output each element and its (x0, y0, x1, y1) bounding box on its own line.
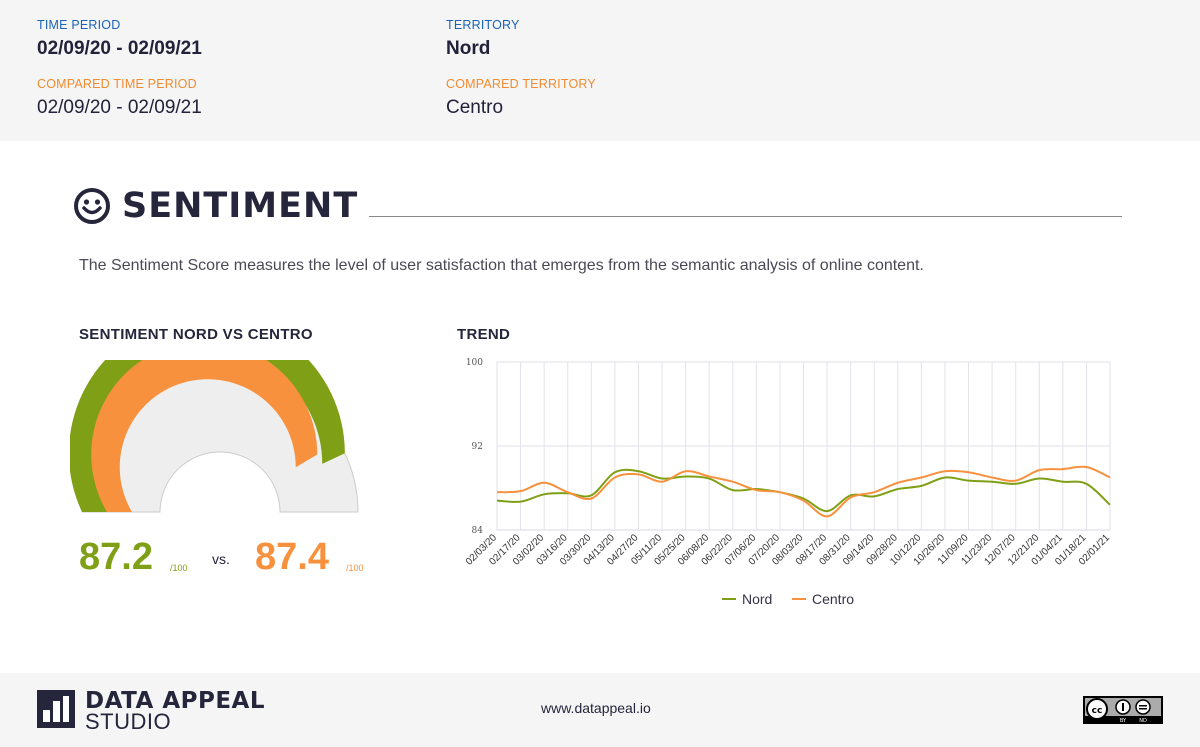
logo-line2: STUDIO (85, 709, 172, 734)
nord-score: 87.2 (79, 536, 153, 578)
smiley-face-icon (74, 188, 110, 224)
y-tick-label: 84 (472, 526, 484, 536)
trend-chart: 100 92 84 02/03/2002/17/2003/02/2003/16/20… (464, 358, 1113, 568)
y-tick-label: 100 (466, 358, 483, 368)
time-period-label: TIME PERIOD (37, 18, 121, 32)
legend-nord-swatch (722, 598, 736, 600)
time-period-value: 02/09/20 - 02/09/21 (37, 38, 202, 59)
legend-centro-swatch (792, 598, 806, 600)
compared-territory: COMPARED TERRITORY Centro (446, 77, 596, 119)
y-tick-label: 92 (472, 442, 483, 452)
chart-grid (496, 361, 1111, 531)
legend-centro: Centro (792, 591, 854, 607)
website-link[interactable]: www.datappeal.io (541, 700, 651, 716)
logo-line1: DATA APPEAL (85, 688, 265, 714)
x-axis-ticks: 02/03/2002/17/2003/02/2003/16/2003/30/20… (464, 532, 1113, 568)
legend-nord-label: Nord (742, 591, 773, 607)
footer-panel (0, 673, 1200, 747)
territory-value: Nord (446, 38, 491, 59)
time-period: TIME PERIOD 02/09/20 - 02/09/21 (37, 18, 202, 60)
centro-score-unit: /100 (346, 563, 364, 573)
nord-score-unit: /100 (170, 563, 188, 573)
compared-time-period-value: 02/09/20 - 02/09/21 (37, 97, 202, 118)
creative-commons-badge: cc BY ND (1083, 696, 1163, 724)
series-line-nord (496, 468, 1111, 513)
legend-nord: Nord (722, 591, 772, 607)
section-divider (369, 216, 1122, 217)
compared-territory-label: COMPARED TERRITORY (446, 77, 596, 91)
gauge-nord-arc (70, 360, 345, 512)
cc-by-label: BY (1120, 718, 1127, 724)
trend-heading: TREND (457, 326, 511, 343)
gauge-heading: SENTIMENT NORD VS CENTRO (79, 326, 313, 343)
series-lines (496, 465, 1111, 518)
compared-time-period-label: COMPARED TIME PERIOD (37, 77, 197, 91)
section-description: The Sentiment Score measures the level o… (79, 257, 924, 274)
compared-territory-value: Centro (446, 97, 504, 118)
header-panel (0, 0, 1200, 141)
section-title-text: SENTIMENT (122, 186, 359, 226)
cc-nd-label: ND (1139, 718, 1147, 724)
centro-score: 87.4 (255, 536, 329, 578)
sentiment-gauge (70, 360, 359, 513)
svg-text:cc: cc (1092, 706, 1103, 716)
section-title: SENTIMENT (74, 186, 358, 226)
y-axis-ticks: 100 92 84 (466, 358, 483, 536)
series-line-centro (496, 465, 1111, 518)
gauge-centro-arc (91, 360, 318, 512)
legend-centro-label: Centro (812, 591, 855, 607)
territory-label: TERRITORY (446, 18, 520, 32)
data-appeal-logo-icon (37, 690, 75, 728)
territory: TERRITORY Nord (446, 18, 520, 60)
vs-label: vs. (212, 551, 230, 567)
compared-time-period: COMPARED TIME PERIOD 02/09/20 - 02/09/21 (37, 77, 202, 119)
